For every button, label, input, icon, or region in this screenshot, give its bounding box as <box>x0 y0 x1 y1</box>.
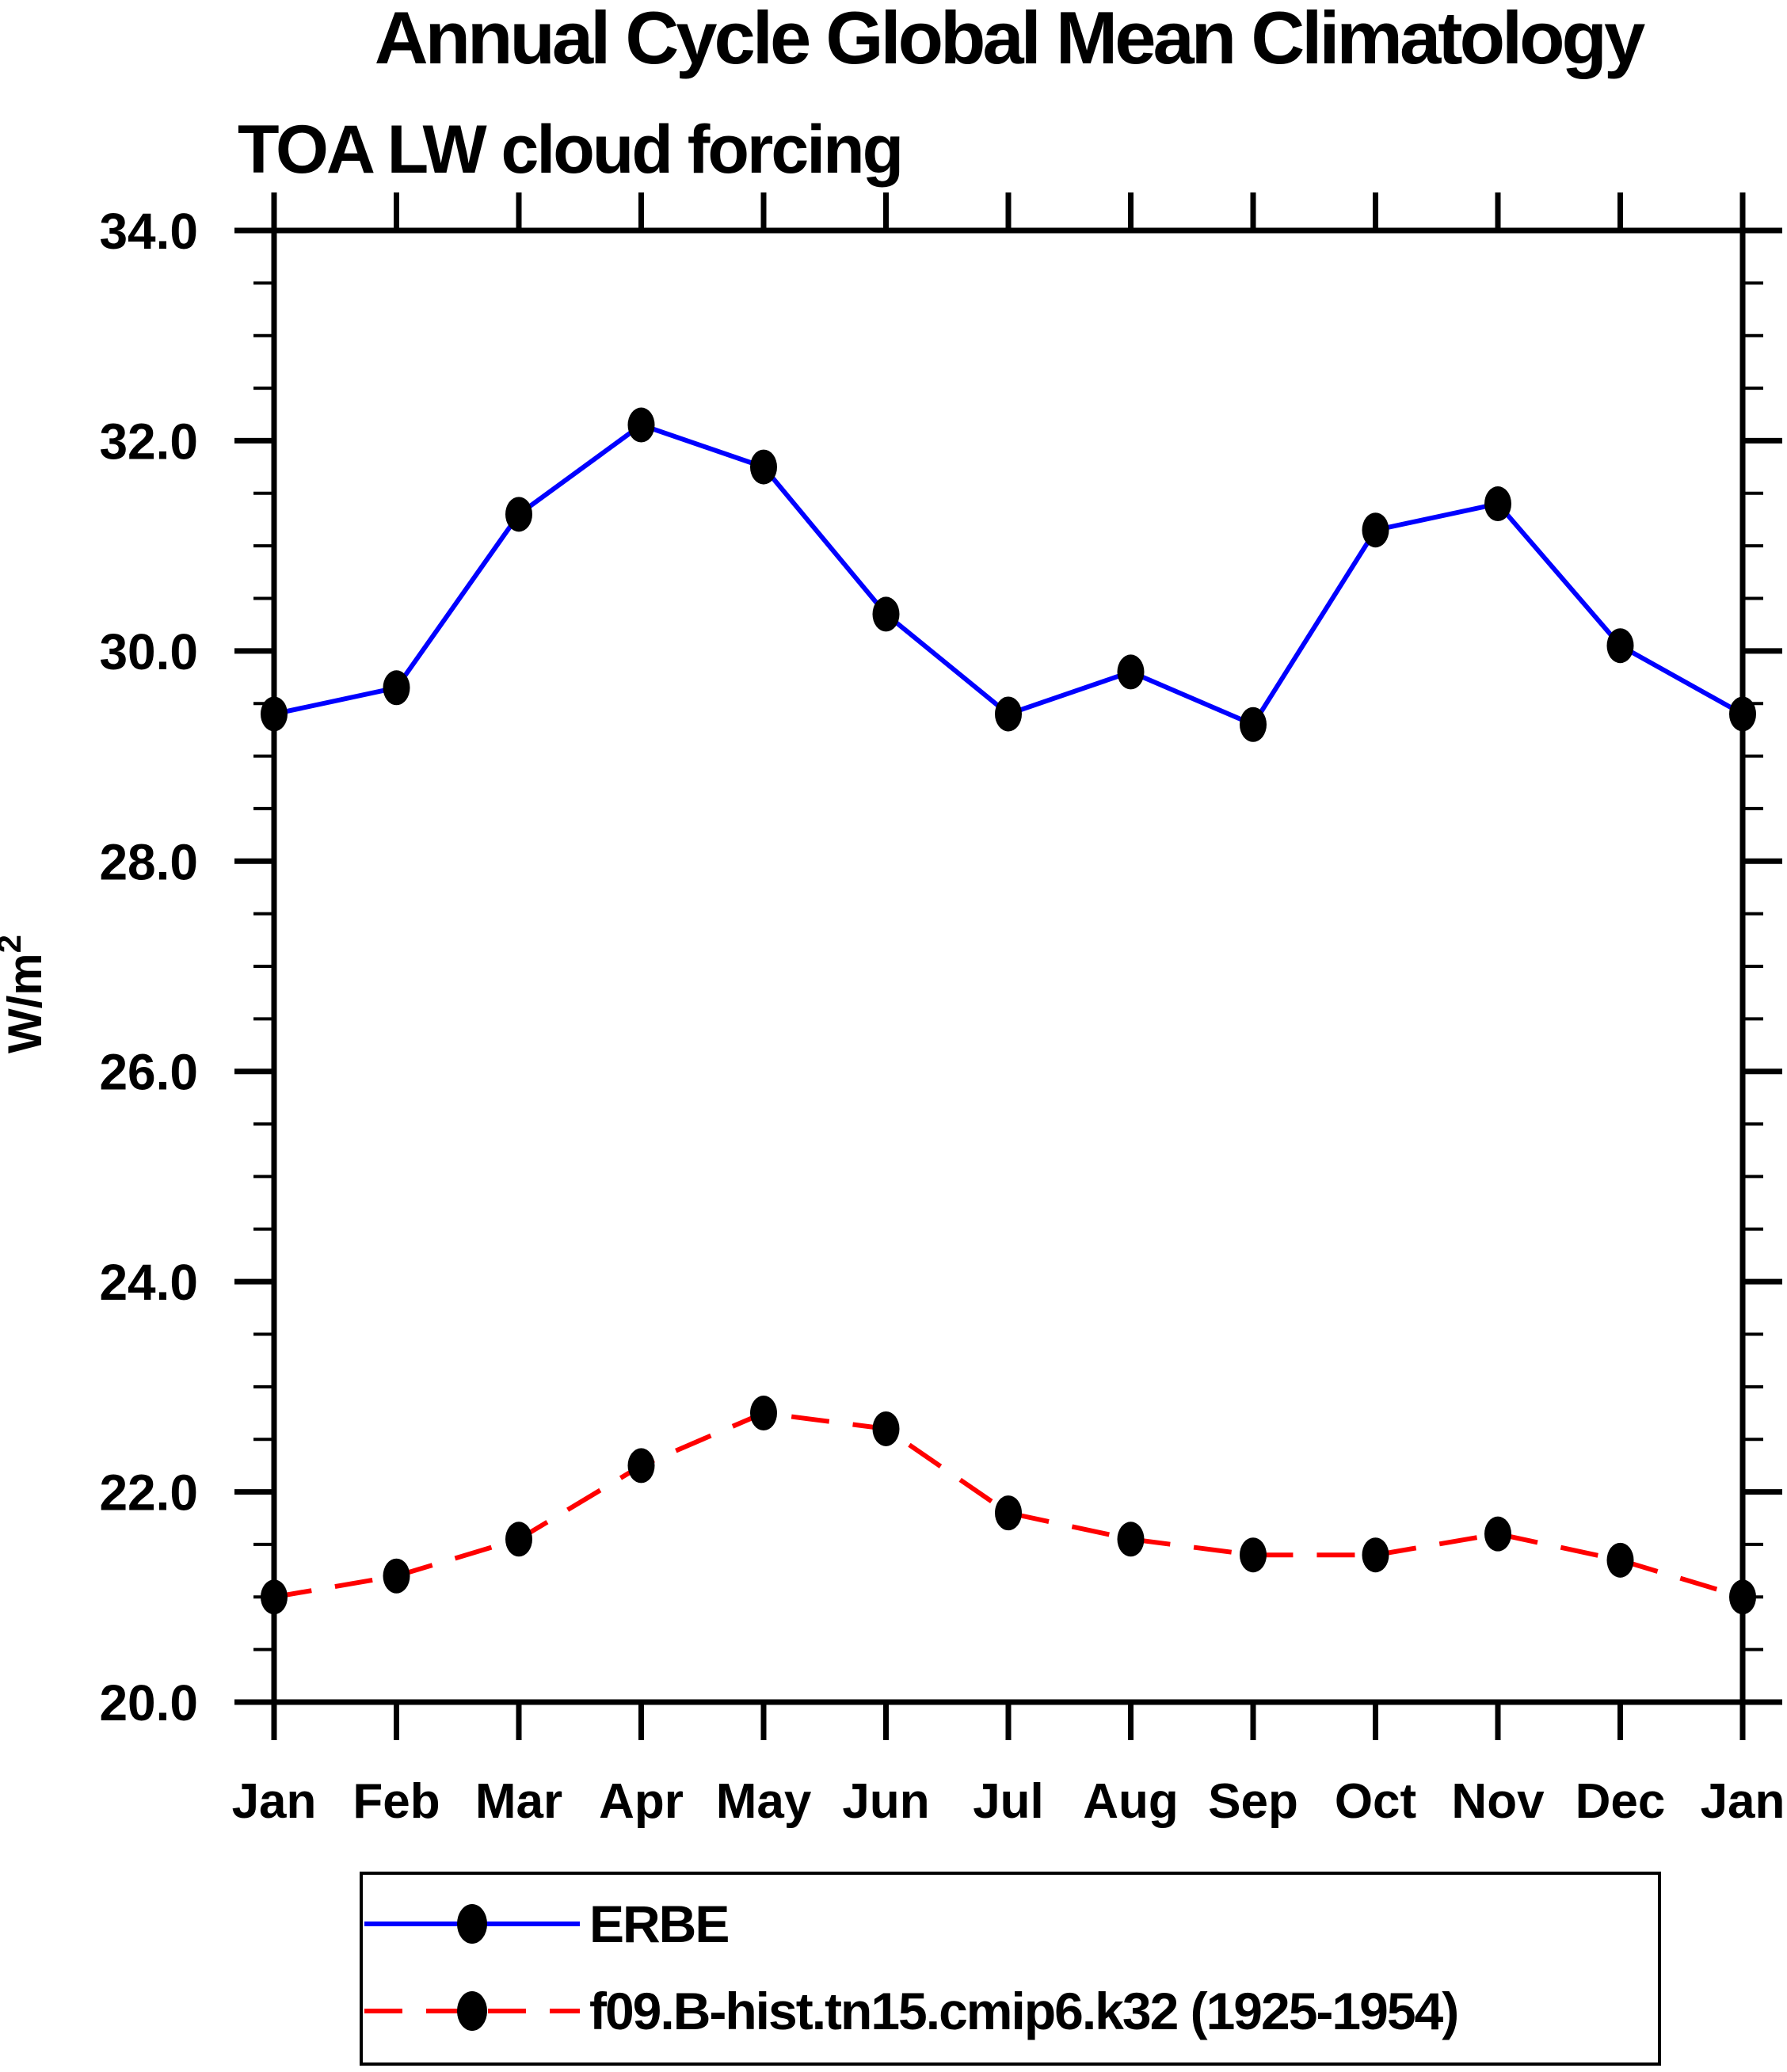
data-point-marker <box>1362 512 1389 548</box>
x-tick-label: Dec <box>1576 1774 1666 1829</box>
y-tick-label: 30.0 <box>99 623 198 680</box>
data-point-marker <box>1606 1542 1634 1578</box>
data-point-marker <box>995 1495 1022 1531</box>
data-point-marker <box>261 1579 288 1615</box>
data-point-marker <box>872 596 900 632</box>
chart-title: Annual Cycle Global Mean Climatology <box>375 0 1645 79</box>
x-tick-label: Jul <box>973 1774 1044 1829</box>
data-point-marker <box>995 696 1022 732</box>
data-point-marker <box>1606 628 1634 664</box>
x-tick-label: Feb <box>352 1774 440 1829</box>
x-tick-label: May <box>716 1774 812 1829</box>
chart-subtitle: TOA LW cloud forcing <box>238 112 901 188</box>
data-point-marker <box>1240 1537 1267 1573</box>
y-tick-label: 20.0 <box>99 1674 198 1731</box>
x-tick-label: Jan <box>232 1774 317 1829</box>
x-tick-label: Oct <box>1335 1774 1416 1829</box>
x-tick-label: Aug <box>1083 1774 1179 1829</box>
y-tick-label: 28.0 <box>99 833 198 890</box>
y-tick-label: 26.0 <box>99 1044 198 1101</box>
data-point-marker <box>1117 654 1145 690</box>
y-tick-label: 32.0 <box>99 413 198 470</box>
legend-marker <box>457 1904 487 1944</box>
legend-label: ERBE <box>589 1895 728 1953</box>
data-point-marker <box>750 1396 777 1431</box>
y-tick-label: 24.0 <box>99 1254 198 1311</box>
x-tick-label: Jan <box>1701 1774 1785 1829</box>
data-point-marker <box>1362 1537 1389 1573</box>
y-axis-title: W/m2 <box>0 935 51 1053</box>
data-point-marker <box>750 449 777 485</box>
data-point-marker <box>1729 1579 1756 1615</box>
data-point-marker <box>1484 1516 1511 1552</box>
plot-generated-content: 20.0 22.0 24.0 26.0 28.0 30.0 32.0 34.0 Jan Feb Ma… <box>0 192 1785 2066</box>
series-line-erbe <box>273 422 1744 728</box>
x-tick-label: Sep <box>1208 1774 1298 1829</box>
data-point-marker <box>1117 1522 1145 1557</box>
y-tick-label: 34.0 <box>99 203 198 260</box>
legend-label: f09.B-hist.tn15.cmip6.k32 (1925-1954) <box>589 1982 1457 2040</box>
plot-box <box>271 227 1746 1705</box>
x-tick-label: Mar <box>475 1774 562 1829</box>
data-point-marker <box>383 1558 410 1594</box>
legend-marker <box>457 1991 487 2031</box>
x-tick-label: Nov <box>1451 1774 1545 1829</box>
data-point-marker <box>505 497 532 532</box>
x-tick-label: Jun <box>842 1774 929 1829</box>
data-point-marker <box>1240 707 1267 742</box>
data-point-marker <box>505 1522 532 1557</box>
data-point-marker <box>383 670 410 706</box>
data-point-marker <box>627 407 655 443</box>
data-point-marker <box>1484 486 1511 522</box>
data-point-marker <box>872 1411 900 1446</box>
y-tick-label: 22.0 <box>99 1464 198 1522</box>
data-point-marker <box>261 696 288 732</box>
data-point-marker <box>627 1448 655 1484</box>
x-tick-label: Apr <box>599 1774 684 1829</box>
data-point-marker <box>1729 696 1756 732</box>
legend-box <box>360 1872 1661 2066</box>
